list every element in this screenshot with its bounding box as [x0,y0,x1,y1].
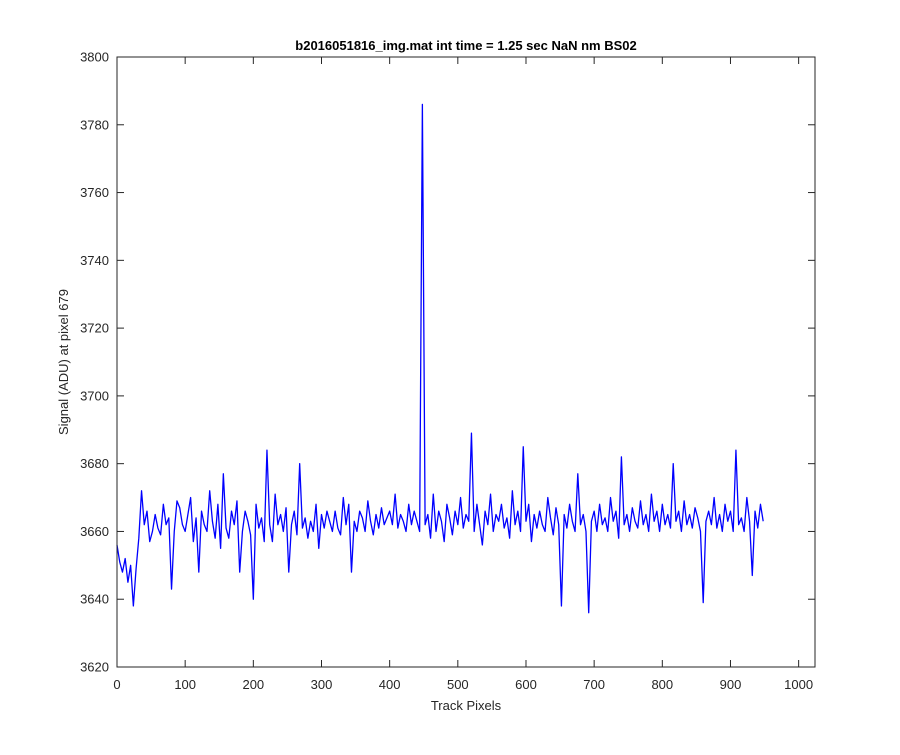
plot-area-background [117,57,815,667]
x-tick-label: 900 [720,677,742,692]
x-axis-label: Track Pixels [431,698,502,713]
y-tick-label: 3620 [80,660,109,675]
x-tick-label: 300 [311,677,333,692]
x-tick-label: 200 [242,677,264,692]
y-tick-label: 3800 [80,50,109,65]
y-tick-label: 3640 [80,592,109,607]
y-axis-ticks: 3620 3640 3660 3680 3700 3720 3740 3760 3780 3800 [80,50,815,675]
y-tick-label: 3720 [80,321,109,336]
chart-title: b2016051816_img.mat int time = 1.25 sec … [295,38,636,53]
x-axis-ticks: 0 100 200 300 400 500 600 700 800 900 1000 [113,57,813,692]
x-tick-label: 600 [515,677,537,692]
y-tick-label: 3660 [80,524,109,539]
x-tick-label: 100 [174,677,196,692]
x-tick-label: 1000 [784,677,813,692]
x-tick-label: 500 [447,677,469,692]
y-tick-label: 3680 [80,456,109,471]
series-line [116,103,764,614]
y-axis-label: Signal (ADU) at pixel 679 [56,289,71,435]
y-tick-label: 3780 [80,117,109,132]
series-layer [116,103,764,614]
x-tick-label: 700 [583,677,605,692]
x-tick-label: 400 [379,677,401,692]
plot-area-frame [116,56,816,668]
x-tick-label: 800 [651,677,673,692]
y-tick-label: 3700 [80,388,109,403]
x-tick-label: 0 [113,677,120,692]
y-tick-label: 3740 [80,253,109,268]
y-tick-label: 3760 [80,185,109,200]
